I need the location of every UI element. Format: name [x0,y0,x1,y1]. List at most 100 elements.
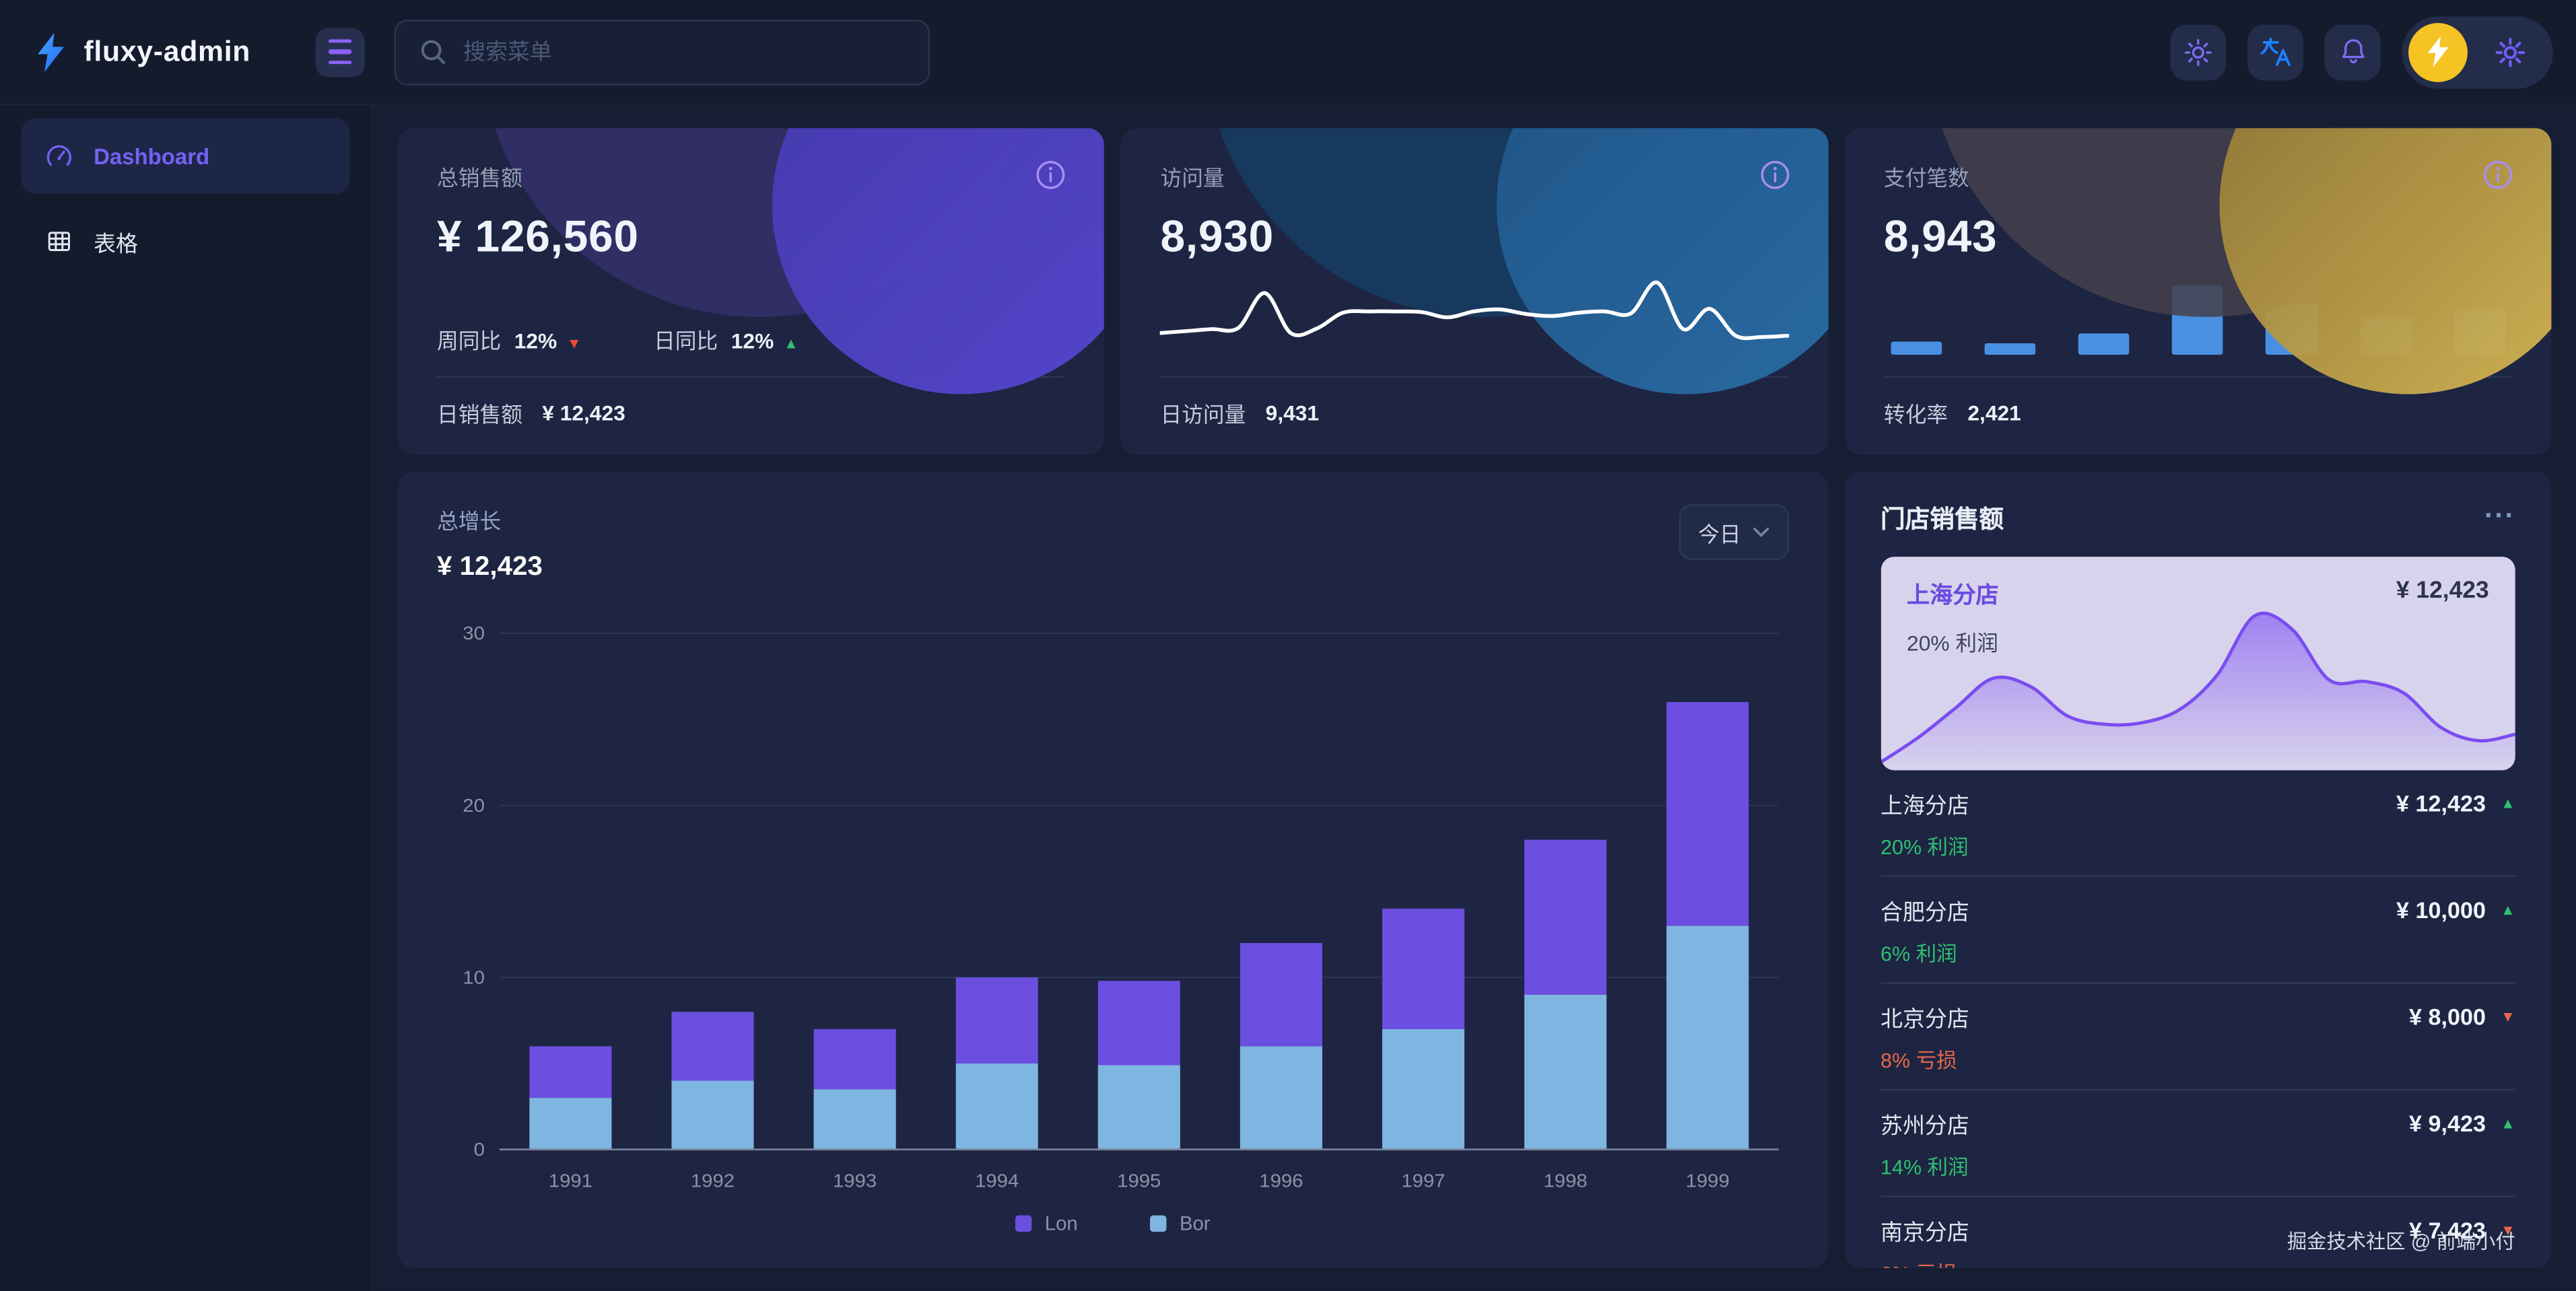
user-pill[interactable] [2402,15,2553,88]
card-title: 总销售额 [437,166,522,191]
settings-gear-icon[interactable] [2493,34,2529,70]
sun-icon [2184,38,2212,65]
store-name: 上海分店 [1880,793,1969,818]
conversion-footer: 转化率 2,421 [1883,400,2021,427]
legend-item-bor[interactable]: Bor [1150,1212,1211,1235]
language-switch-button[interactable] [2247,24,2303,80]
visits-card: 访问量 8,930 日访问量 9,431 [1120,128,1828,455]
sidebar-item-label: Dashboard [94,143,210,169]
store-percent: 14% 利润 [1880,1156,1969,1179]
store-value: ¥ 9,423 [2408,1110,2486,1137]
store-percent: 8% 亏损 [1880,1049,1957,1073]
panel-title: 门店销售额 [1880,505,2004,534]
svg-text:20: 20 [463,795,485,816]
store-row[interactable]: 南京分店 ¥ 7,423 ▼ 6% 亏损 [1880,1197,2515,1268]
dashboard-gauge-icon [46,145,71,166]
featured-area-chart [1880,611,2515,771]
featured-store-percent: 20% 利润 [1907,630,1998,656]
sales-compare-row: 周同比 12% ▼ 日同比 12% ▲ [437,324,1065,355]
store-name: 南京分店 [1880,1220,1969,1245]
trend-down-icon: ▼ [2500,1222,2515,1238]
store-row[interactable]: 苏州分店 ¥ 9,423 ▲ 14% 利润 [1880,1090,2515,1197]
store-sales-panel: 门店销售额 ... 上海分店 ¥ 12,423 20% 利润 [1844,471,2552,1268]
store-row[interactable]: 北京分店 ¥ 8,000 ▼ 8% 亏损 [1880,984,2515,1091]
svg-text:1993: 1993 [833,1171,877,1191]
sidebar-collapse-button[interactable] [315,27,365,77]
trend-up-icon: ▲ [2500,1115,2515,1132]
growth-value: ¥ 12,423 [437,551,543,582]
payments-value: 8,943 [1883,211,1998,261]
featured-store-name: 上海分店 [1907,581,1999,608]
sidebar: Dashboard 表格 [0,105,373,1291]
growth-chart-card: 总增长 ¥ 12,423 今日 1991 1992 1993 1994 1995 1996… [397,471,1828,1268]
area-fill-path [1880,613,2515,771]
svg-text:1996: 1996 [1259,1171,1303,1191]
sidebar-item-table[interactable]: 表格 [22,204,350,279]
sidebar-item-dashboard[interactable]: Dashboard [21,118,350,194]
trend-up-icon: ▲ [783,335,799,352]
store-name: 北京分店 [1880,1006,1969,1032]
svg-text:0: 0 [474,1140,485,1160]
mini-bar [2172,285,2224,355]
menu-search[interactable] [394,19,930,85]
trend-up-icon: ▲ [2500,901,2515,918]
daily-visits-footer: 日访问量 9,431 [1160,400,1320,427]
mini-bar [2453,308,2505,355]
card-title: 访问量 [1160,166,1225,191]
featured-store-value: ¥ 12,423 [2396,578,2489,604]
search-icon [421,40,446,64]
svg-text:1997: 1997 [1401,1171,1445,1191]
store-row[interactable]: 合肥分店 ¥ 10,000 ▲ 6% 利润 [1880,877,2515,984]
date-range-dropdown[interactable]: 今日 [1678,504,1789,561]
translate-icon [2260,37,2290,66]
date-range-value: 今日 [1698,521,1741,547]
divider [1883,376,2512,378]
topbar: fluxy-admin [0,0,2576,106]
day-compare: 日同比 12% ▲ [654,328,799,353]
store-percent: 20% 利润 [1880,835,1969,860]
info-icon[interactable] [1757,158,1792,200]
legend-swatch [1150,1215,1167,1232]
week-compare: 周同比 12% ▼ [437,328,582,353]
chevron-down-icon [1753,527,1769,537]
growth-title: 总增长 [437,509,502,534]
store-value: ¥ 8,000 [2408,1003,2486,1030]
notifications-button[interactable] [2324,24,2381,80]
sparkline-path [1160,280,1789,341]
sidebar-item-label: 表格 [94,232,138,256]
store-percent: 6% 亏损 [1880,1257,2515,1267]
more-menu-icon[interactable]: ... [2484,493,2515,524]
mini-bar [1890,341,1942,355]
svg-text:1998: 1998 [1543,1171,1587,1191]
store-name: 苏州分店 [1880,1113,1969,1138]
visits-value: 8,930 [1160,211,1275,261]
svg-text:10: 10 [463,967,485,988]
theme-brightness-button[interactable] [2170,24,2227,80]
avatar-lightning-icon [2427,36,2448,67]
footer-credit: 掘金技术社区 @ 前端小付 [2286,1230,2515,1253]
mini-bar [2078,334,2130,355]
store-row[interactable]: 上海分店 ¥ 12,423 ▲ 20% 利润 [1880,770,2515,877]
daily-sales-footer: 日销售额 ¥ 12,423 [437,400,625,427]
divider [1160,376,1789,378]
legend-item-lon[interactable]: Lon [1015,1212,1078,1235]
main-content: 总销售额 ¥ 126,560 周同比 12% ▼ 日同比 12% ▲ 日销售额 ¥ 12,… [372,105,2576,1291]
trend-down-icon: ▼ [566,335,582,352]
featured-store-card[interactable]: 上海分店 ¥ 12,423 20% 利润 [1880,557,2515,771]
info-icon[interactable] [1034,158,1069,200]
trend-down-icon: ▼ [2500,1008,2515,1025]
payments-card: 支付笔数 8,943 转化率 2,421 [1844,128,2552,455]
total-sales-value: ¥ 126,560 [437,211,639,261]
topbar-actions [2170,15,2576,88]
divider [437,376,1065,378]
store-name: 合肥分店 [1880,900,1969,925]
lightning-logo-icon [38,32,65,72]
stacked-bar-chart: 1991 1992 1993 1994 1995 1996 1997 1998 1999 0 10 2… [463,623,1779,1191]
legend-swatch [1015,1215,1032,1232]
info-icon[interactable] [2480,158,2515,200]
area-line-path [1880,611,2515,764]
svg-text:1994: 1994 [975,1171,1019,1191]
search-input[interactable] [463,39,906,65]
avatar[interactable] [2408,22,2468,81]
